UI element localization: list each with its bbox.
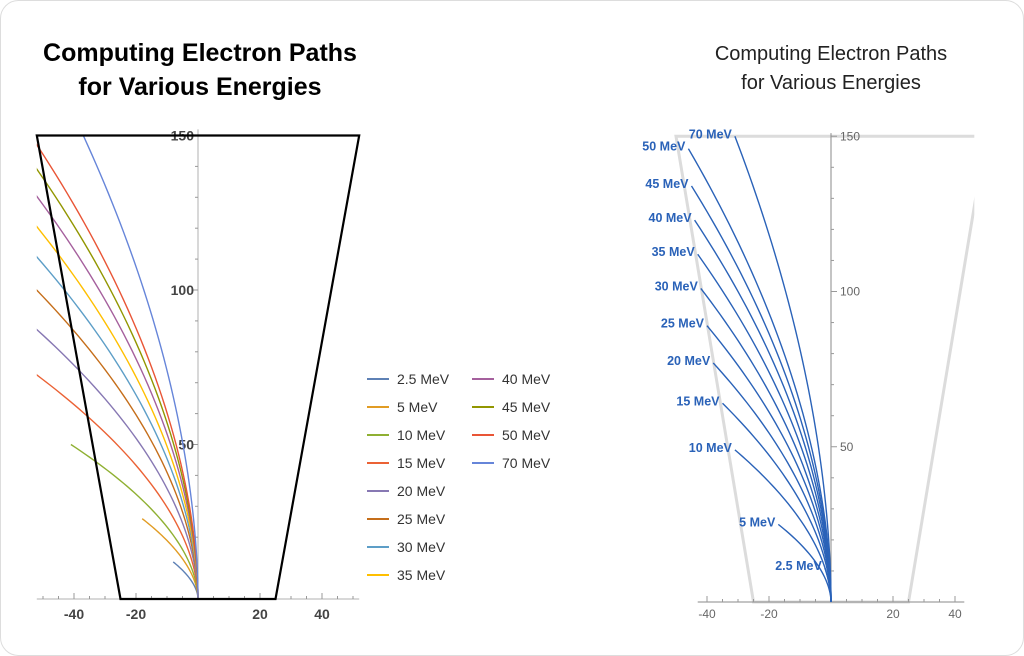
- right-y-tick-label: 50: [840, 440, 854, 454]
- left-legend-label: 40 MeV: [502, 371, 551, 387]
- left-legend-label: 2.5 MeV: [397, 371, 450, 387]
- left-legend-label: 25 MeV: [397, 511, 446, 527]
- right-series-line: [712, 362, 832, 603]
- left-title-line-1: Computing Electron Paths: [43, 39, 357, 67]
- right-title-line-2: for Various Energies: [741, 72, 921, 94]
- left-x-tick-label: 40: [314, 606, 330, 622]
- left-legend-label: 50 MeV: [502, 427, 551, 443]
- left-legend-label: 35 MeV: [397, 567, 446, 583]
- chart-left: Computing Electron Paths for Various Ene…: [35, 39, 551, 622]
- right-series-label: 50 MeV: [642, 140, 686, 154]
- right-series-line: [706, 325, 832, 603]
- left-legend: 2.5 MeV 5 MeV 10 MeV 15 MeV 20 MeV 25 MeV 30 M…: [367, 371, 551, 583]
- right-series-label: 40 MeV: [649, 211, 693, 225]
- left-series-line: [36, 374, 199, 600]
- left-series-group: [36, 135, 199, 600]
- left-legend-label: 20 MeV: [397, 483, 446, 499]
- right-series-label: 2.5 MeV: [775, 559, 822, 573]
- left-legend-label: 30 MeV: [397, 539, 446, 555]
- right-y-tick-label: 150: [840, 129, 860, 143]
- left-y-tick-label: 100: [171, 282, 195, 298]
- left-x-tick-label: -20: [126, 606, 146, 622]
- right-series-label: 35 MeV: [652, 245, 696, 259]
- right-x-tick-label: -20: [760, 607, 778, 621]
- right-x-tick-label: 40: [948, 607, 962, 621]
- right-series-line: [722, 402, 832, 603]
- left-legend-label: 10 MeV: [397, 427, 446, 443]
- chart-right: Computing Electron Paths for Various Ene…: [642, 43, 975, 621]
- left-y-tick-label: 50: [178, 437, 194, 453]
- right-plot-area: -40 -20 20 40 50 100 150 2.5 MeV 5 MeV 10 MeV 15 M…: [642, 127, 975, 621]
- right-series-line: [687, 148, 832, 603]
- right-series-label: 20 MeV: [667, 354, 711, 368]
- left-legend-label: 15 MeV: [397, 455, 446, 471]
- right-series-label: 10 MeV: [689, 441, 733, 455]
- left-series-line: [36, 143, 199, 600]
- left-series-line: [70, 443, 199, 600]
- right-title-line-1: Computing Electron Paths: [715, 43, 947, 65]
- right-y-tick-label: 100: [840, 285, 860, 299]
- left-series-line: [36, 255, 199, 600]
- left-legend-label: 70 MeV: [502, 455, 551, 471]
- left-x-tick-label: -40: [64, 606, 84, 622]
- left-title-line-2: for Various Energies: [78, 73, 321, 101]
- right-series-label: 15 MeV: [676, 394, 720, 408]
- right-series-label: 25 MeV: [661, 317, 705, 331]
- right-series-line: [734, 449, 832, 603]
- left-series-line: [36, 225, 199, 600]
- right-series-label: 70 MeV: [689, 127, 733, 141]
- right-x-tick-label: 20: [886, 607, 900, 621]
- right-series-line: [777, 523, 832, 603]
- left-legend-label: 5 MeV: [397, 399, 438, 415]
- right-series-label: 5 MeV: [739, 515, 776, 529]
- left-series-line: [36, 289, 199, 600]
- right-x-tick-label: -40: [698, 607, 716, 621]
- right-series-line: [700, 287, 832, 603]
- left-detector-outline: [35, 134, 361, 601]
- left-series-line: [82, 135, 199, 600]
- right-series-label: 30 MeV: [655, 279, 699, 293]
- left-x-tick-label: 20: [252, 606, 268, 622]
- right-series-line: [734, 136, 832, 603]
- left-legend-label: 45 MeV: [502, 399, 551, 415]
- right-series-label: 45 MeV: [645, 177, 689, 191]
